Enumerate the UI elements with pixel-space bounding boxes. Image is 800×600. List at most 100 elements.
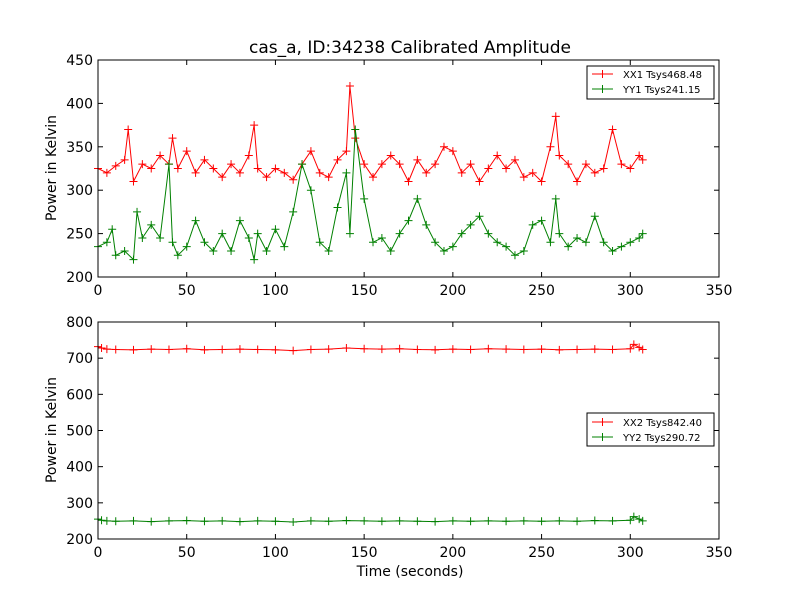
data-point: [466, 517, 475, 526]
data-point: [164, 160, 173, 169]
data-point: [519, 173, 528, 182]
data-point: [147, 345, 156, 354]
data-point: [617, 160, 626, 169]
data-point: [227, 246, 236, 255]
data-point: [235, 168, 244, 177]
data-point: [555, 229, 564, 238]
data-point: [395, 516, 404, 525]
data-point: [573, 517, 582, 526]
data-point: [457, 229, 466, 238]
y-tick-label: 450: [66, 53, 93, 69]
data-point: [173, 251, 182, 260]
data-point: [422, 168, 431, 177]
data-point: [537, 177, 546, 186]
data-point: [638, 516, 647, 525]
data-point: [235, 216, 244, 225]
data-point: [129, 516, 138, 525]
data-point: [484, 344, 493, 353]
data-point: [635, 233, 644, 242]
data-point: [306, 516, 315, 525]
data-point: [342, 168, 351, 177]
data-point: [156, 233, 165, 242]
data-point: [182, 516, 191, 525]
data-point: [413, 194, 422, 203]
data-point: [342, 516, 351, 525]
data-point: [502, 242, 511, 251]
data-point: [333, 155, 342, 164]
data-point: [519, 516, 528, 525]
data-point: [386, 246, 395, 255]
data-point: [289, 346, 298, 355]
bottom-subplot: 0 50 100 150 200 250 300 350 200 300 400 500 600 700 8…: [44, 315, 732, 580]
data-point: [156, 151, 165, 160]
data-point: [133, 207, 142, 216]
data-point: [502, 517, 511, 526]
data-point: [271, 517, 280, 526]
x-tick-label: 300: [617, 283, 644, 299]
data-point: [377, 345, 386, 354]
data-point: [484, 516, 493, 525]
data-point: [120, 246, 129, 255]
data-point: [599, 164, 608, 173]
data-point: [629, 512, 638, 521]
data-point: [124, 125, 133, 134]
y-tick-label: 400: [66, 460, 93, 476]
data-point: [590, 212, 599, 221]
data-point: [413, 155, 422, 164]
legend-label-yy1: YY1 Tsys241.15: [622, 85, 701, 96]
data-point: [448, 147, 457, 156]
data-point: [519, 345, 528, 354]
data-point: [475, 177, 484, 186]
data-point: [168, 134, 177, 143]
data-point: [519, 246, 528, 255]
data-point: [448, 345, 457, 354]
data-point: [306, 186, 315, 195]
data-point: [244, 151, 253, 160]
data-point: [342, 344, 351, 353]
data-point: [626, 516, 635, 525]
data-point: [262, 173, 271, 182]
data-point: [581, 238, 590, 247]
data-point: [298, 160, 307, 169]
legend-marker-yy1: [598, 85, 607, 93]
data-point: [111, 251, 120, 260]
y-tick-label: 300: [66, 496, 93, 512]
data-point: [466, 345, 475, 354]
data-point: [271, 345, 280, 354]
data-point: [306, 147, 315, 156]
data-point: [608, 246, 617, 255]
data-point: [590, 345, 599, 354]
data-point: [138, 160, 147, 169]
data-point: [111, 345, 120, 354]
data-point: [638, 155, 647, 164]
data-point: [555, 151, 564, 160]
data-point: [262, 246, 271, 255]
data-point: [200, 155, 209, 164]
x-tick-label: 100: [262, 283, 289, 299]
data-point: [120, 155, 129, 164]
x-tick-label: 200: [439, 283, 466, 299]
data-point: [466, 220, 475, 229]
data-point: [555, 516, 564, 525]
y-tick-label: 500: [66, 424, 93, 440]
data-point: [510, 155, 519, 164]
data-point: [333, 203, 342, 212]
data-point: [537, 216, 546, 225]
data-point: [289, 207, 298, 216]
data-point: [484, 229, 493, 238]
data-point: [466, 160, 475, 169]
x-tick-label: 200: [439, 545, 466, 561]
data-point: [377, 160, 386, 169]
data-point: [102, 516, 111, 525]
data-point: [200, 517, 209, 526]
data-point: [253, 345, 262, 354]
data-point: [102, 238, 111, 247]
top-subplot: 0 50 100 150 200 250 300 350200250300350400450 …: [44, 53, 732, 299]
x-tick-label: 250: [528, 545, 555, 561]
data-point: [324, 345, 333, 354]
data-point: [573, 233, 582, 242]
data-point: [97, 344, 106, 353]
data-point: [191, 216, 200, 225]
data-point: [164, 516, 173, 525]
